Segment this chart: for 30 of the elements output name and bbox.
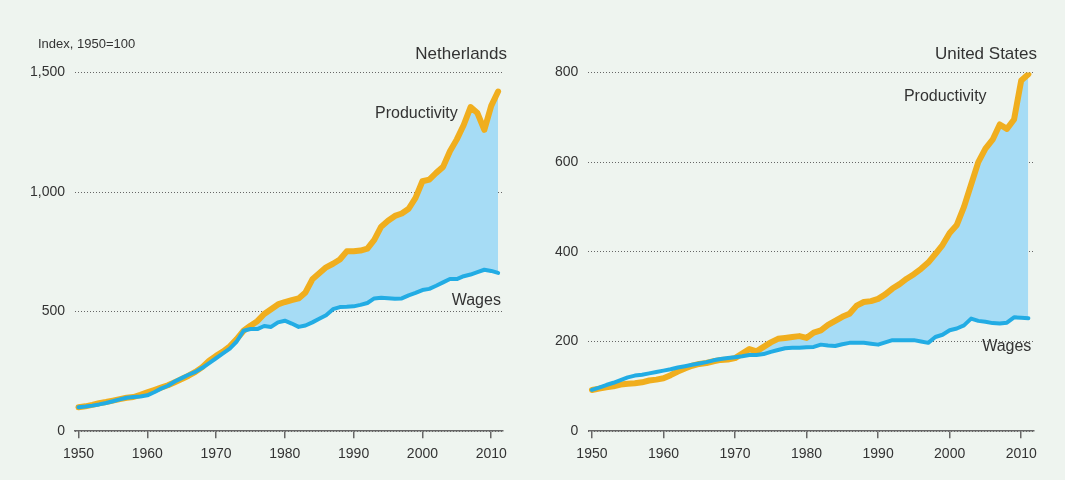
y-tick-label: 500 (41, 302, 66, 319)
x-tick-label: 2010 (1005, 445, 1037, 462)
x-tick-label: 1990 (862, 445, 894, 462)
x-tick-label: 1970 (719, 445, 751, 462)
series-label: Wages (982, 336, 1032, 354)
chart-title: Netherlands (415, 43, 507, 63)
x-tick-label: 1980 (269, 445, 301, 462)
x-tick-label: 2000 (934, 445, 966, 462)
x-tick-label: 2010 (475, 445, 507, 462)
x-tick-label: 1950 (576, 445, 608, 462)
series-label: Wages (451, 291, 501, 309)
chart-title: United States (934, 43, 1037, 63)
series-label: Productivity (903, 86, 987, 104)
x-tick-label: 1980 (790, 445, 823, 462)
series-label: Productivity (374, 103, 458, 121)
x-tick-label: 2000 (406, 445, 439, 462)
x-tick-label: 1950 (62, 445, 95, 462)
y-tick-label: 600 (555, 152, 579, 169)
y-tick-label: 0 (57, 422, 66, 439)
x-tick-label: 1990 (338, 445, 370, 462)
y-tick-label: 0 (570, 422, 579, 439)
y-tick-label: 1,000 (29, 182, 66, 199)
y-tick-label: 800 (555, 63, 579, 80)
x-tick-label: 1960 (131, 445, 164, 462)
y-tick-label: 200 (555, 332, 579, 349)
y-axis-title: Index, 1950=100 (38, 36, 136, 51)
x-tick-label: 1960 (647, 445, 680, 462)
y-tick-label: 1,500 (29, 63, 66, 80)
x-tick-label: 1970 (200, 445, 232, 462)
y-tick-label: 400 (555, 242, 579, 259)
